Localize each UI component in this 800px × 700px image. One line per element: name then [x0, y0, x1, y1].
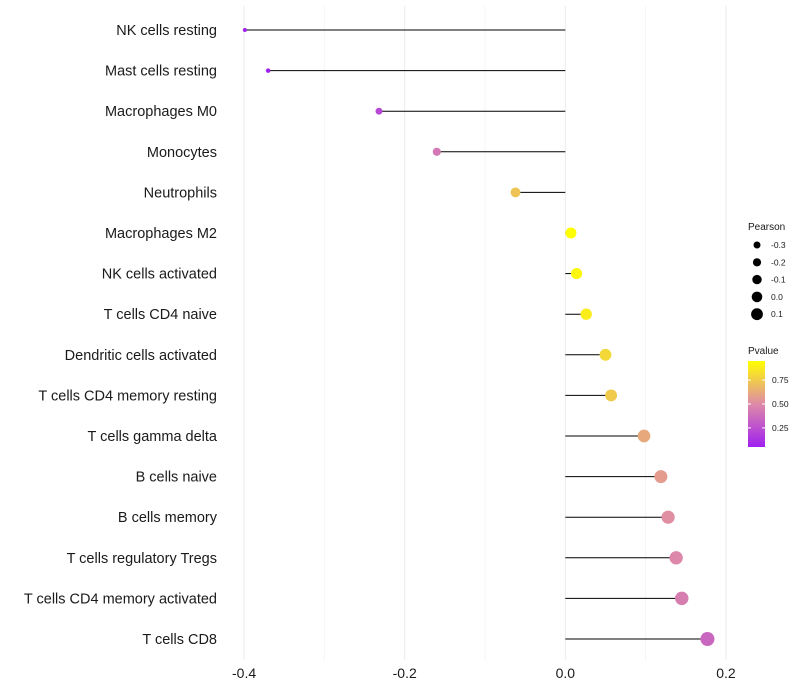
pearson-legend-key	[751, 291, 763, 303]
lollipop-stems	[244, 29, 708, 640]
category-label: NK cells resting	[116, 23, 217, 39]
category-label: T cells CD4 memory activated	[24, 591, 217, 607]
category-label: B cells memory	[118, 510, 218, 526]
lollipop-point	[654, 470, 668, 484]
category-label: T cells CD4 naive	[104, 307, 217, 323]
category-label: Dendritic cells activated	[65, 348, 217, 364]
category-label: Neutrophils	[144, 185, 217, 201]
lollipop-point	[637, 429, 651, 443]
x-tick-label: 0.0	[556, 665, 576, 681]
category-label: T cells regulatory Tregs	[67, 551, 217, 567]
category-label: NK cells activated	[102, 267, 217, 283]
pearson-legend-label: 0.0	[771, 292, 783, 302]
lollipop-point	[432, 147, 441, 156]
category-label: Mast cells resting	[105, 64, 217, 80]
category-label: T cells CD4 memory resting	[38, 388, 217, 404]
category-label: T cells gamma delta	[88, 429, 218, 445]
pearson-legend-key	[751, 308, 763, 321]
pvalue-legend-title: Pvalue	[748, 346, 779, 357]
pearson-legend-title: Pearson	[748, 222, 785, 233]
lollipop-point	[242, 28, 247, 32]
pvalue-legend-label: 0.75	[772, 375, 789, 385]
x-tick-label: -0.2	[393, 665, 417, 681]
lollipop-point	[580, 308, 592, 320]
pvalue-legend-label: 0.50	[772, 399, 789, 409]
category-label: Macrophages M0	[105, 104, 217, 120]
lollipop-point	[675, 591, 689, 606]
pearson-legend-key	[753, 241, 761, 249]
lollipop-point	[510, 187, 521, 198]
lollipop-point	[265, 68, 271, 73]
pvalue-color-legend: Pvalue 0.25 0.50 0.75	[748, 346, 789, 447]
lollipop-point	[375, 107, 383, 115]
pvalue-colorbar	[748, 361, 765, 447]
pvalue-legend-label: 0.25	[772, 423, 789, 433]
pearson-legend-label: -0.3	[771, 240, 786, 250]
lollipop-point	[700, 632, 715, 646]
category-labels: NK cells resting Mast cells resting Macrop…	[24, 23, 218, 648]
x-tick-label: -0.4	[232, 665, 256, 681]
pearson-legend-label: -0.2	[771, 257, 786, 267]
grid-lines	[243, 6, 727, 660]
category-label: Macrophages M2	[105, 226, 217, 242]
x-tick-label: 0.2	[716, 665, 736, 681]
lollipop-point	[570, 268, 583, 280]
lollipop-points	[242, 28, 715, 646]
pearson-legend-label: -0.1	[771, 275, 786, 285]
pearson-size-legend: Pearson -0.3 -0.2 -0.1 0.0 0.1	[748, 222, 786, 321]
lollipop-point	[599, 348, 612, 361]
category-label: T cells CD8	[142, 632, 217, 648]
pearson-legend-label: 0.1	[771, 309, 783, 319]
pearson-legend-key	[752, 274, 762, 285]
category-label: B cells naive	[136, 470, 217, 486]
x-axis-ticks: -0.4 -0.2 0.0 0.2	[232, 665, 736, 681]
lollipop-point	[605, 389, 618, 402]
lollipop-point	[565, 227, 577, 239]
category-label: Monocytes	[147, 145, 217, 161]
lollipop-point	[661, 510, 675, 524]
lollipop-point	[669, 551, 683, 565]
pearson-legend-key	[752, 258, 762, 267]
